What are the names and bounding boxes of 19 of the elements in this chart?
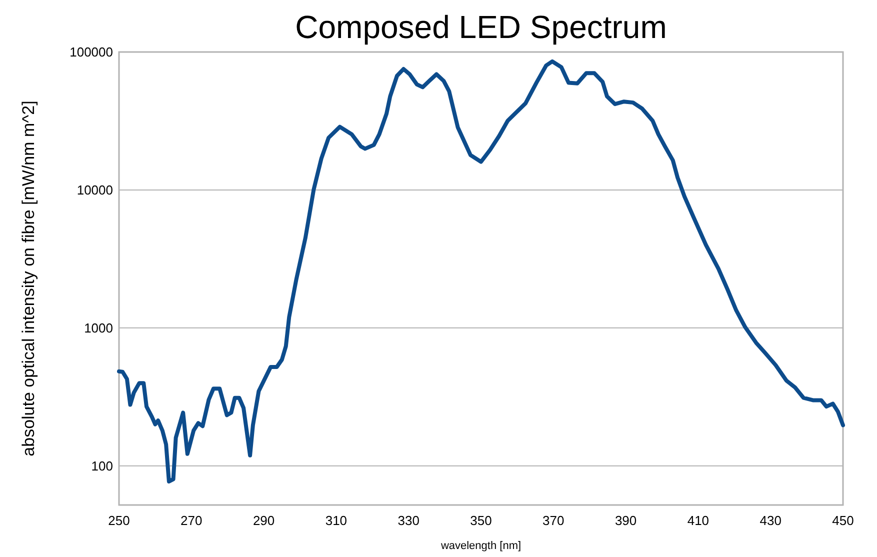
x-tick-label: 430 [760,513,782,528]
x-tick-label: 410 [687,513,710,528]
x-tick-label: 350 [470,513,492,528]
y-tick-label: 10000 [76,182,113,198]
x-tick-label: 270 [180,513,202,528]
x-tick-label: 450 [832,513,854,528]
x-tick-label: 370 [542,513,564,528]
x-tick-label: 290 [252,513,275,528]
line-series [117,59,845,484]
x-tick-label: 250 [108,513,130,528]
x-axis-title: wavelength [nm] [440,540,522,552]
y-tick-label: 1000 [84,320,113,336]
x-tick-label: 330 [398,513,420,528]
y-tick-label: 100 [91,458,113,474]
x-tick-label: 390 [614,513,637,528]
x-tick-label: 310 [325,513,348,528]
chart-title: Composed LED Spectrum [295,9,667,45]
y-axis-title: absolute optical intensity on fibre [mW/nm m^2] [19,100,38,456]
y-tick-label: 100000 [70,44,113,60]
